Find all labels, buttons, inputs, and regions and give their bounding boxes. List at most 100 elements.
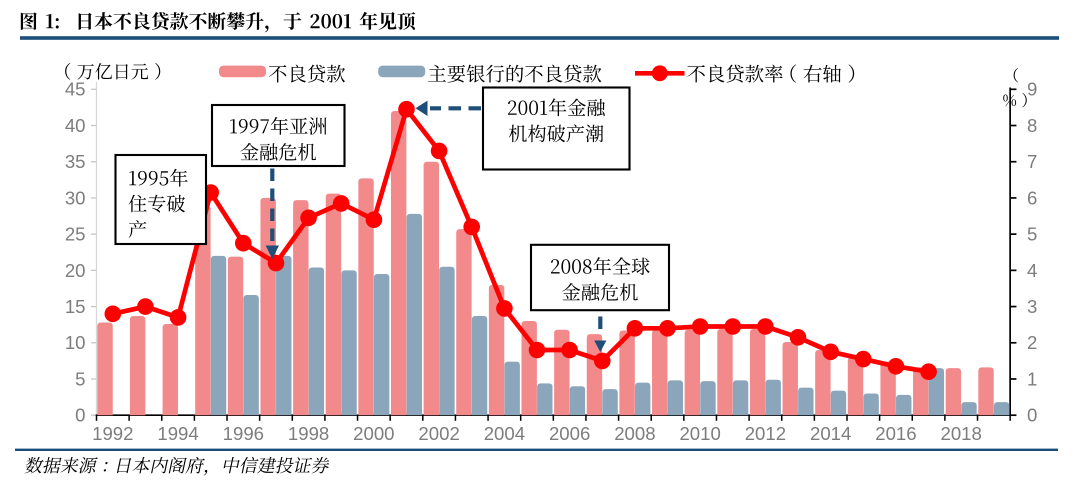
rate-marker-2016 [887, 358, 905, 375]
annotation-line-glyphs [129, 168, 188, 187]
bar-npl-1995 [195, 205, 211, 416]
bar-major-banks-2013 [798, 387, 814, 416]
left-axis-tick-label: 15 [65, 296, 86, 317]
bar-major-banks-2010 [700, 381, 716, 416]
bar-npl-1993 [129, 315, 146, 416]
left-axis-tick-label: 20 [65, 260, 86, 281]
bar-major-banks-2002 [439, 266, 455, 416]
right-axis-tick-label: 9 [1027, 79, 1037, 100]
rate-marker-2015 [855, 350, 872, 368]
figure-title-glyphs [20, 11, 416, 33]
x-axis-tick-label: 1998 [288, 423, 329, 444]
bar-major-banks-1995 [210, 255, 227, 416]
rate-marker-2009 [659, 320, 676, 337]
rate-marker-1993 [137, 298, 154, 315]
rate-marker-2007 [594, 352, 611, 370]
rate-marker-1996 [235, 234, 252, 252]
annotation-line-glyphs [508, 98, 605, 117]
annotation-box-1 [210, 103, 346, 168]
rate-marker-2017 [920, 363, 937, 381]
rate-marker-2001 [398, 100, 415, 118]
annotation-line-glyphs [551, 257, 650, 275]
x-axis-tick-label: 2000 [353, 423, 394, 444]
chart-legend [219, 64, 855, 83]
bar-major-banks-2018 [961, 402, 977, 416]
legend-swatch-npl [219, 65, 266, 78]
x-axis-tick-label: 1992 [92, 423, 133, 444]
chart-bars [97, 111, 1010, 416]
bar-npl-2000 [358, 178, 374, 416]
left-axis-tick-label: 5 [75, 368, 85, 389]
x-axis-tick-label: 2004 [484, 423, 525, 444]
x-axis-tick-label: 1994 [157, 423, 198, 444]
annotation-box-3 [529, 243, 671, 312]
bar-major-banks-1997 [276, 255, 292, 416]
rate-marker-2013 [789, 329, 807, 346]
bar-npl-2004 [488, 284, 505, 416]
left-axis-tick-label: 0 [75, 405, 85, 426]
annotation-line-glyphs [508, 124, 604, 143]
bar-major-banks-1996 [243, 294, 259, 416]
right-axis-tick-label: 4 [1027, 260, 1037, 281]
rate-marker-2002 [430, 142, 448, 160]
bar-npl-1994 [162, 323, 178, 416]
rate-marker-2004 [496, 300, 513, 317]
bar-major-banks-2007 [602, 389, 618, 416]
bar-major-banks-2000 [373, 273, 390, 416]
x-axis-tick-label: 2018 [941, 423, 982, 444]
title-rule [20, 36, 1059, 40]
bar-npl-2015 [847, 357, 864, 416]
bar-npl-2001 [390, 111, 407, 416]
bar-major-banks-2012 [765, 379, 781, 416]
left-axis-tick-label: 10 [65, 332, 86, 353]
rate-marker-2011 [724, 318, 742, 335]
left-axis-tick-label: 35 [65, 151, 86, 172]
bar-major-banks-2009 [667, 380, 684, 416]
right-axis-tick-label: 2 [1027, 332, 1037, 353]
annotation-box-0 [114, 153, 208, 246]
rate-marker-2003 [463, 218, 481, 236]
right-axis-tick-label: 0 [1027, 405, 1037, 426]
rate-marker-2005 [528, 341, 546, 359]
annotation-line-glyphs [240, 142, 317, 161]
annotation-line-glyphs [562, 283, 638, 301]
right-axis-tick-label: 3 [1027, 296, 1037, 317]
bar-major-banks-2004 [504, 361, 520, 416]
right-axis-title-glyphs-1 [1013, 67, 1019, 83]
x-axis-tick-label: 2016 [875, 423, 916, 444]
right-axis-tick-label: 1 [1027, 368, 1037, 389]
bar-npl-2003 [456, 229, 472, 416]
right-axis-tick-label: 5 [1027, 224, 1037, 245]
legend-label-major-banks-glyphs [428, 64, 602, 83]
chart-rate-line [104, 100, 937, 381]
bar-npl-2016 [880, 361, 896, 416]
left-axis-tick-label: 40 [65, 115, 86, 136]
rate-marker-2014 [822, 343, 839, 361]
right-axis-tick-label: 7 [1027, 151, 1037, 172]
footer-rule [15, 448, 1058, 451]
left-axis-tick-label: 25 [65, 224, 86, 245]
bar-major-banks-2014 [830, 390, 847, 416]
bar-npl-2019 [978, 367, 994, 416]
x-axis-tick-label: 2002 [418, 423, 459, 444]
right-axis-title-glyphs-2 [1003, 92, 1027, 108]
bar-major-banks-2017 [928, 368, 945, 416]
rate-marker-2006 [561, 341, 578, 359]
arrow-2008-head [594, 340, 607, 352]
bar-major-banks-1998 [308, 267, 325, 416]
annotation-line-glyphs [128, 194, 186, 213]
bar-npl-1999 [325, 193, 342, 416]
rate-marker-2010 [691, 318, 709, 335]
arrow-2001-head [415, 100, 428, 116]
bar-npl-1996 [227, 256, 244, 416]
bar-major-banks-2019 [993, 402, 1010, 416]
bar-major-banks-2016 [896, 394, 912, 416]
figure-title [20, 11, 416, 33]
left-axis-tick-label: 30 [65, 187, 86, 208]
bar-major-banks-1999 [341, 270, 357, 416]
rate-marker-2000 [365, 211, 383, 228]
legend-label-npl-glyphs [268, 64, 346, 83]
rate-marker-2012 [757, 318, 774, 335]
source-note [24, 456, 330, 476]
rate-marker-1998 [300, 209, 317, 227]
